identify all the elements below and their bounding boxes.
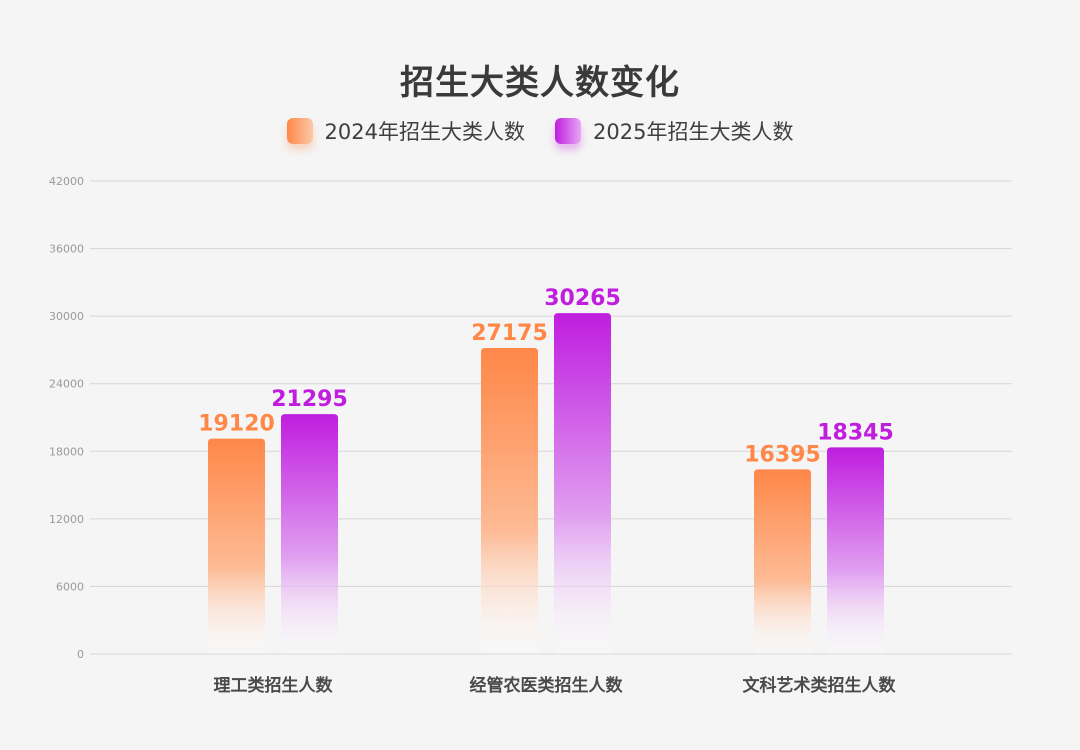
legend-item-2024[interactable]: 2024年招生大类人数: [286, 116, 525, 146]
legend-label-2025: 2025年招生大类人数: [593, 120, 794, 144]
bar-2025: [554, 313, 611, 654]
y-tick-label: 36000: [49, 243, 84, 256]
data-label: 18345: [817, 420, 894, 445]
legend: 2024年招生大类人数 2025年招生大类人数: [0, 116, 1080, 146]
bar-2024: [208, 438, 265, 654]
legend-swatch-2025: [555, 118, 581, 144]
data-label: 16395: [744, 442, 821, 467]
y-tick-label: 0: [77, 648, 84, 661]
bar-2025: [827, 447, 884, 654]
y-tick-label: 12000: [49, 513, 84, 526]
data-label: 21295: [271, 387, 348, 412]
y-tick-label: 24000: [49, 378, 84, 391]
data-label: 27175: [471, 321, 548, 346]
legend-label-2024: 2024年招生大类人数: [324, 120, 525, 144]
chart-title: 招生大类人数变化: [400, 63, 680, 103]
bar-2025: [281, 414, 338, 654]
y-tick-label: 6000: [56, 580, 84, 593]
y-tick-label: 30000: [49, 310, 84, 323]
bar-2024: [754, 469, 811, 654]
y-tick-label: 42000: [49, 175, 84, 188]
bar-2024: [481, 347, 538, 654]
x-tick-label: 理工类招生人数: [214, 675, 334, 696]
data-label: 30265: [544, 286, 621, 311]
x-tick-label: 文科艺术类招生人数: [743, 675, 897, 696]
legend-item-2025[interactable]: 2025年招生大类人数: [555, 116, 793, 146]
x-tick-label: 经管农医类招生人数: [470, 675, 624, 696]
legend-swatch-2024: [286, 118, 313, 144]
y-tick-label: 18000: [49, 445, 84, 458]
data-label: 19120: [198, 412, 275, 437]
